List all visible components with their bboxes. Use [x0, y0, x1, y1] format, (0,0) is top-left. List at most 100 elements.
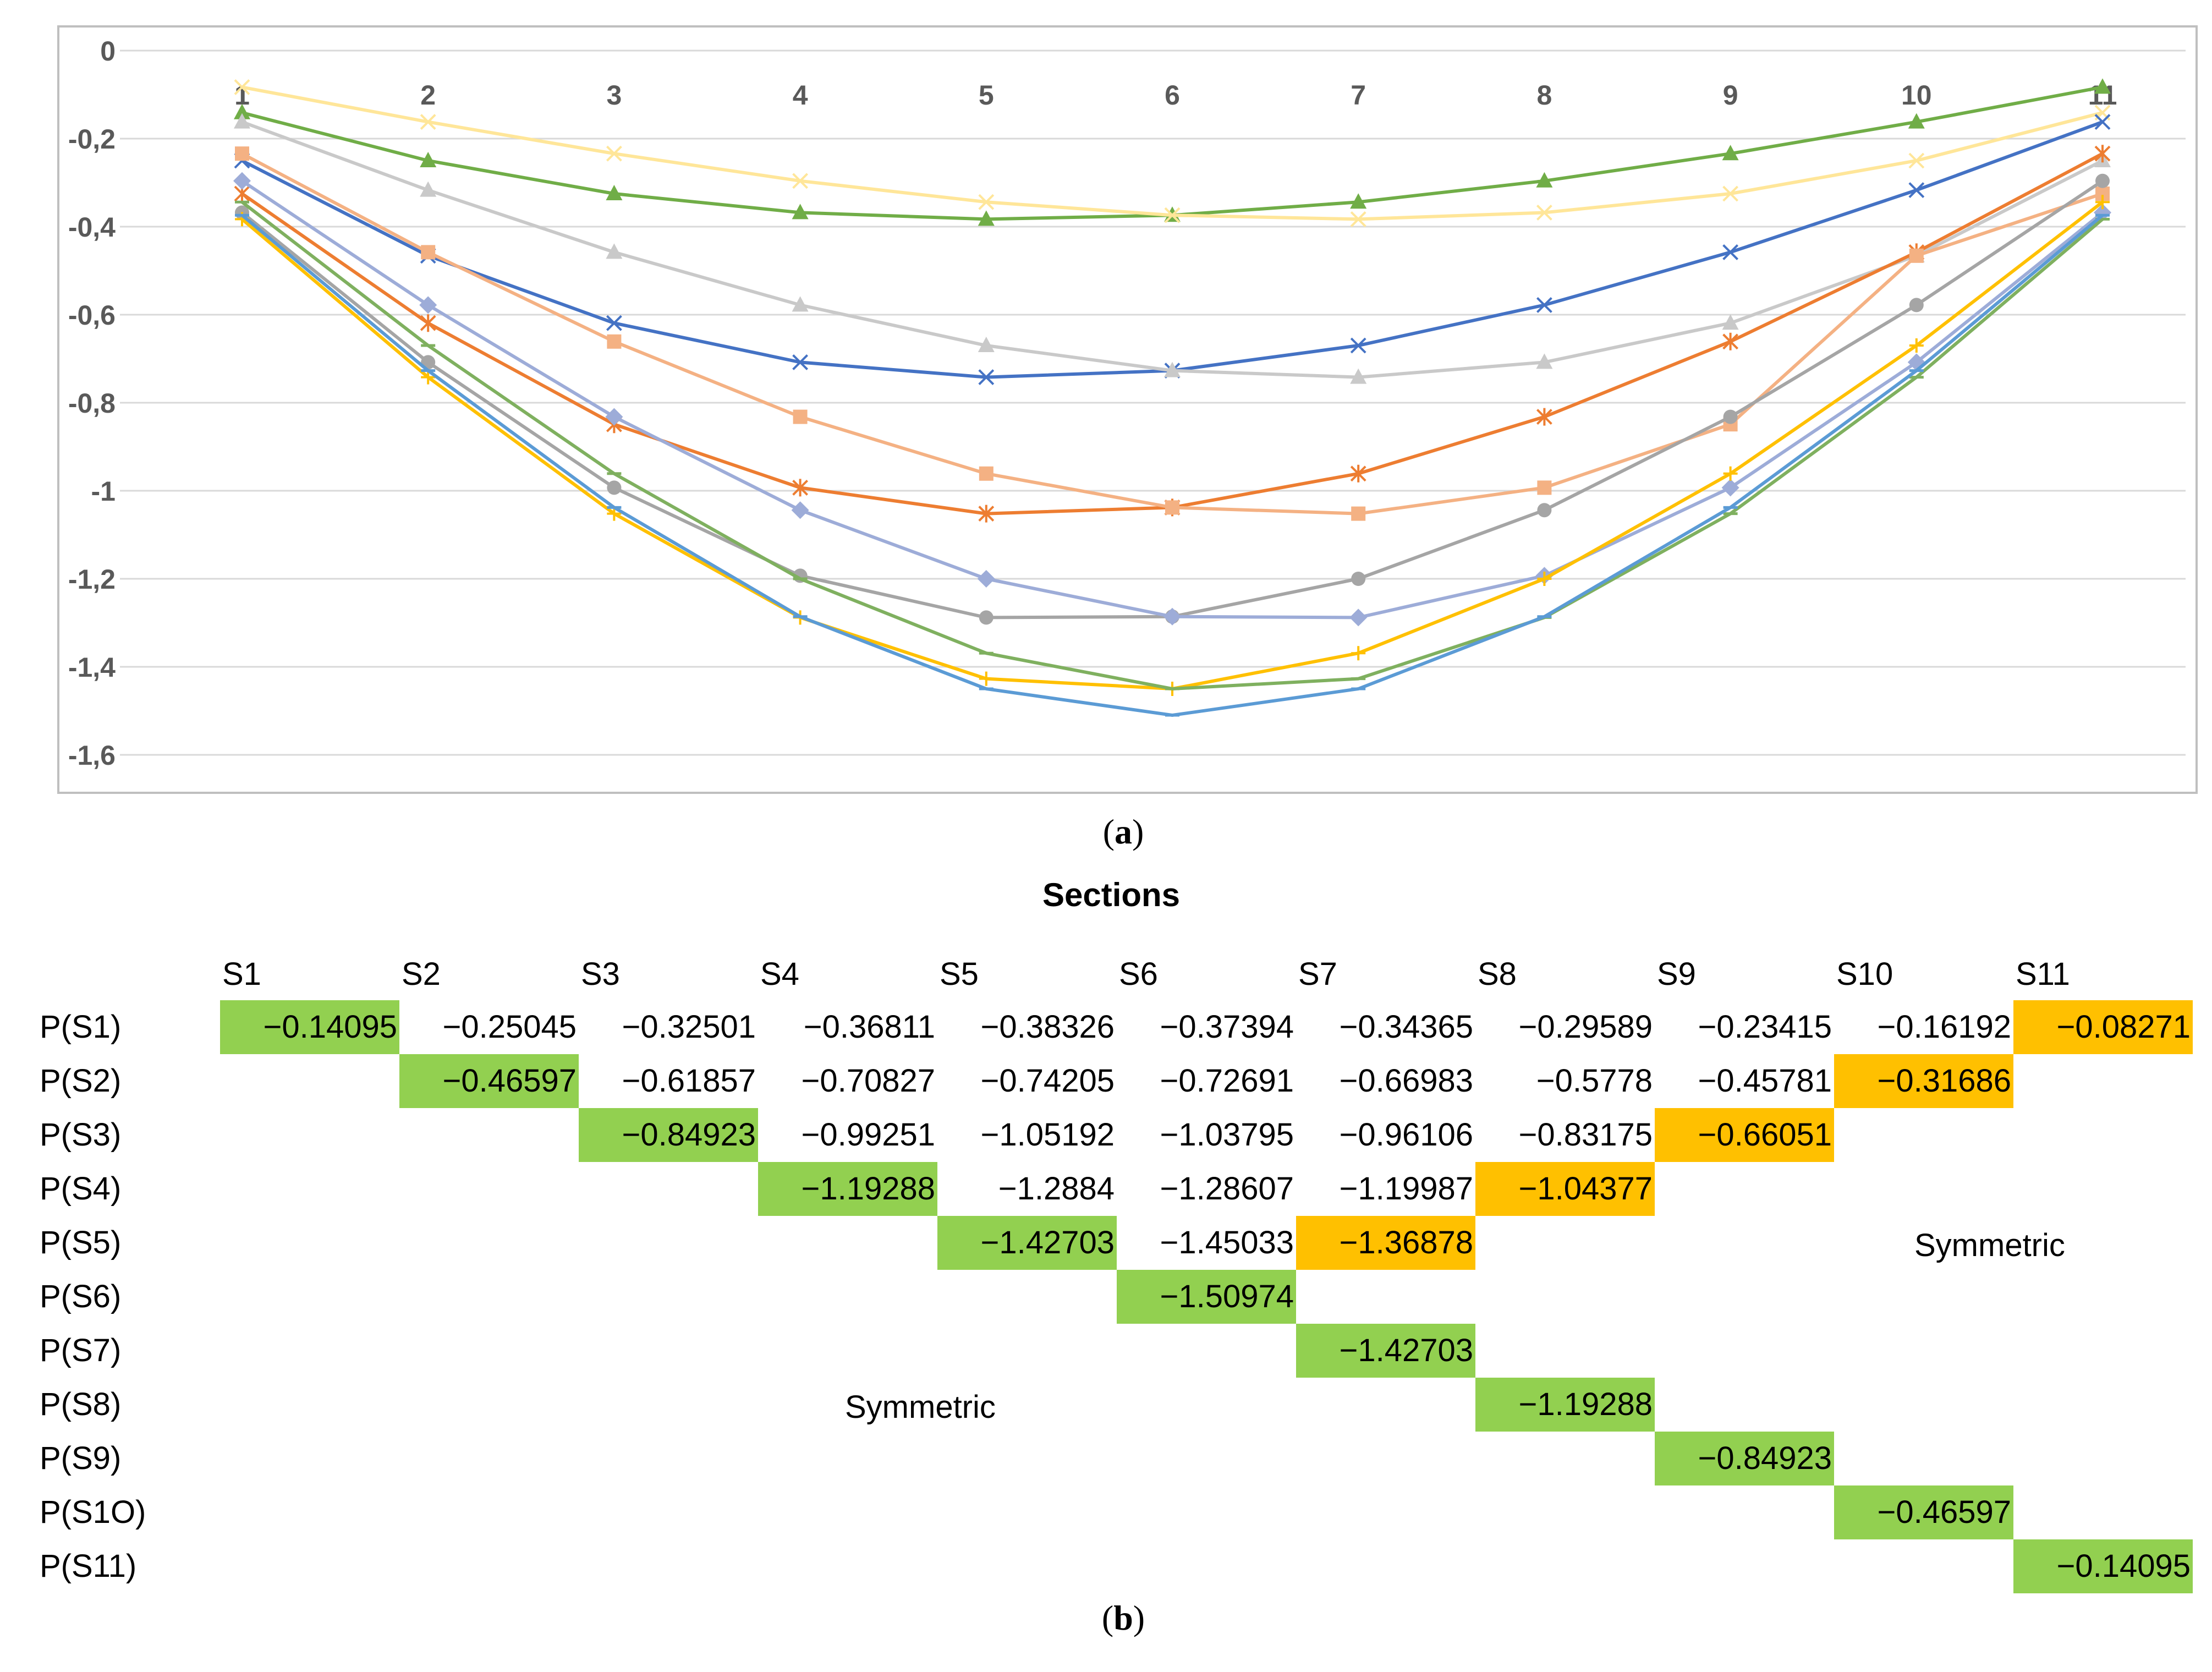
data-point [1722, 244, 1739, 260]
x-tick-label: 2 [420, 80, 436, 111]
y-tick-label: -0,8 [68, 388, 116, 419]
series-6 [235, 146, 2110, 521]
data-point [421, 245, 436, 260]
data-point [2094, 114, 2111, 130]
table-cell: −0.14095 [220, 1000, 399, 1054]
caption-b-letter: b [1113, 1598, 1133, 1637]
data-point [1537, 572, 1552, 586]
data-point [1350, 337, 1366, 354]
data-point [792, 204, 809, 220]
data-point [978, 194, 995, 210]
table-cell: −0.14095 [2013, 1539, 2193, 1593]
data-point [791, 501, 809, 519]
table-cell: −0.46597 [1834, 1485, 2013, 1539]
table-cell: −0.5778 [1536, 1063, 1653, 1099]
table-cell: −0.70827 [801, 1063, 935, 1099]
data-point [606, 185, 623, 200]
data-point [1164, 207, 1181, 223]
data-point [2094, 78, 2111, 94]
data-point [1908, 152, 1925, 169]
chart-frame [57, 25, 2198, 794]
series-2 [234, 79, 2111, 227]
data-point [1722, 314, 1739, 330]
data-point [1536, 204, 1552, 221]
table-cell: −0.16192 [1877, 1009, 2011, 1045]
table-cell: −1.28607 [1160, 1171, 1294, 1207]
data-point [1537, 503, 1552, 518]
table-cell: −0.66051 [1655, 1108, 1834, 1162]
column-header: S6 [1119, 956, 1158, 992]
y-axis-ticks: 0 -0,2 -0,4 -0,6 -0,8 -1 -1,2 -1,4 -1,6 [68, 36, 116, 771]
data-point [978, 210, 995, 226]
y-tick-label: -1,6 [68, 740, 116, 771]
table-cell: −1.45033 [1160, 1225, 1294, 1260]
x-tick-label: 8 [1536, 80, 1552, 111]
table-cell: −0.83175 [1518, 1117, 1653, 1153]
data-point [1909, 298, 1924, 313]
data-point [234, 113, 250, 129]
data-point [1537, 480, 1552, 495]
table-cell: −0.36811 [803, 1009, 935, 1045]
column-header: S10 [1836, 956, 1893, 992]
x-tick-label: 9 [1723, 80, 1738, 111]
table-cell: −1.2884 [998, 1171, 1115, 1207]
table-cell: −0.96106 [1339, 1117, 1473, 1153]
column-header: S7 [1298, 956, 1337, 992]
y-tick-label: -1,2 [68, 564, 116, 595]
data-point [606, 145, 622, 162]
data-point [1908, 182, 1925, 199]
table-cell: −0.32501 [622, 1009, 756, 1045]
data-point [978, 369, 995, 386]
data-point [234, 103, 250, 119]
table-cell: −0.66983 [1339, 1063, 1473, 1099]
table-cell: −1.50974 [1117, 1270, 1296, 1324]
data-point [419, 296, 437, 314]
x-tick-label: 6 [1165, 80, 1180, 111]
table-cell: −0.25045 [442, 1009, 577, 1045]
y-tick-label: 0 [100, 36, 116, 67]
table-cell: −0.46597 [399, 1054, 579, 1108]
data-point [420, 152, 437, 167]
table-cell: −1.19288 [1475, 1378, 1655, 1432]
data-point [606, 243, 623, 259]
data-point [1350, 211, 1366, 227]
data-point [1163, 607, 1181, 626]
caption-a-letter: a [1115, 812, 1132, 851]
row-header: P(S8) [40, 1386, 122, 1422]
data-point [793, 409, 808, 424]
data-point [1350, 193, 1367, 209]
data-point [2095, 173, 2110, 188]
data-point [792, 173, 809, 189]
caption-b: (b) [1101, 1598, 1145, 1637]
data-point [1908, 113, 1925, 129]
symmetric-label-lower: Symmetric [845, 1389, 996, 1425]
row-header: P(S9) [40, 1440, 122, 1476]
table-cell: −0.08271 [2013, 1000, 2193, 1054]
data-point [792, 354, 809, 370]
data-point [1350, 464, 1366, 483]
x-axis-ticks: 1 2 3 4 5 6 7 8 9 10 11 [234, 80, 2117, 111]
data-point [606, 315, 622, 331]
series-lines [233, 78, 2111, 717]
data-point [1165, 500, 1179, 515]
data-point [1351, 646, 1366, 661]
data-point [1349, 609, 1368, 627]
data-point [979, 466, 994, 481]
row-header: P(S4) [40, 1171, 122, 1207]
column-header: S3 [581, 956, 620, 992]
row-header: P(S1) [40, 1009, 122, 1045]
table-cell: −1.04377 [1475, 1162, 1655, 1216]
table-cell: −0.38326 [980, 1009, 1115, 1045]
y-tick-label: -1 [91, 476, 116, 507]
table-cell: −0.37394 [1160, 1009, 1294, 1045]
table-cell: −0.84923 [579, 1108, 758, 1162]
x-tick-label: 3 [606, 80, 622, 111]
data-point [1722, 185, 1739, 202]
table-cell: −0.23415 [1698, 1009, 1832, 1045]
table-cell: −0.45781 [1698, 1063, 1832, 1099]
column-header: S8 [1478, 956, 1517, 992]
table-cell: −0.84923 [1655, 1432, 1834, 1485]
data-point [1909, 338, 1924, 353]
data-point [1536, 172, 1553, 188]
table-cell: −1.19987 [1339, 1171, 1473, 1207]
